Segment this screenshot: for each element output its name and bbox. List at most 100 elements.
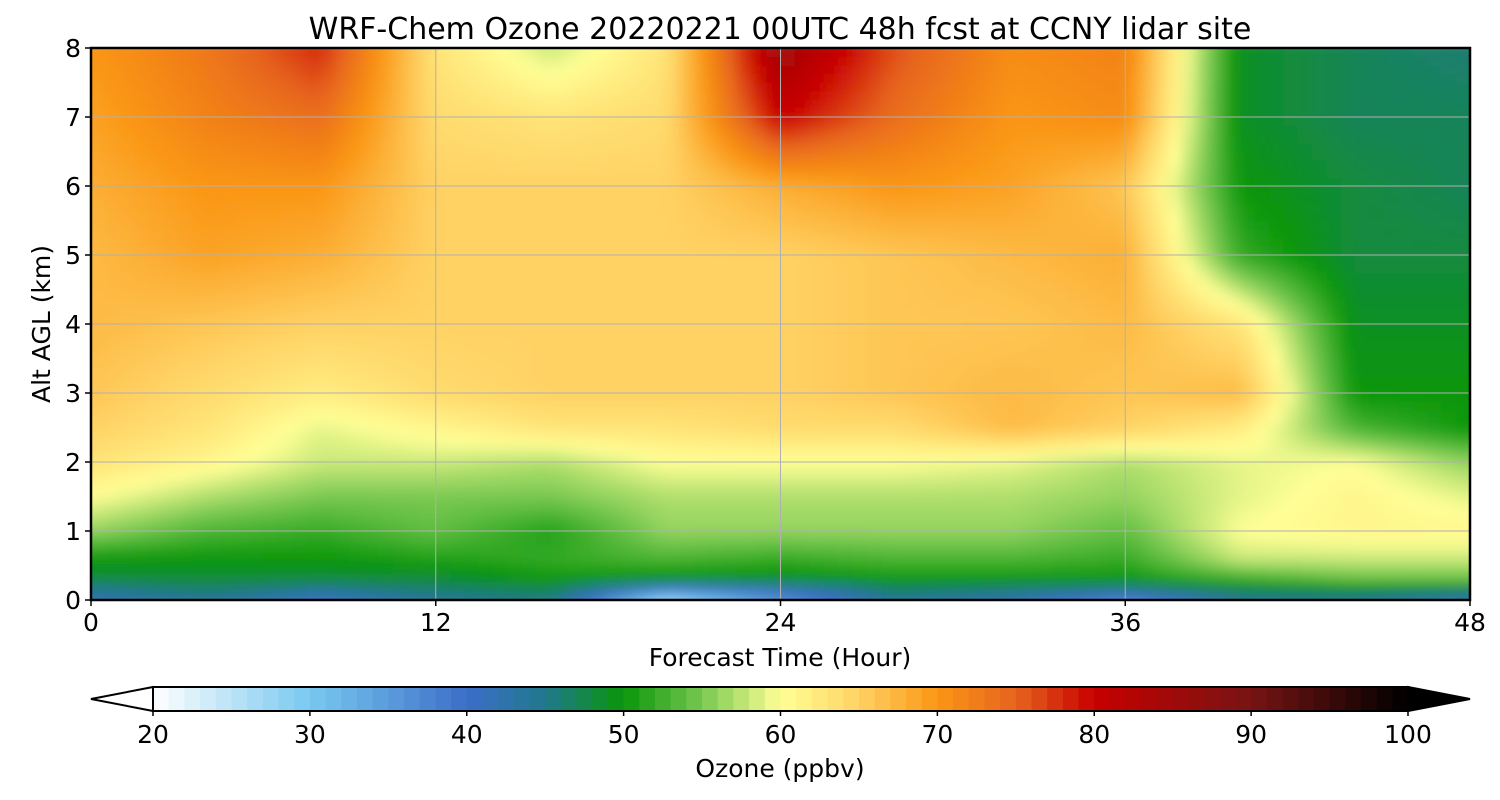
- heatmap-cell: [794, 444, 811, 455]
- heatmap-cell: [909, 255, 925, 265]
- heatmap-cell: [1297, 186, 1313, 196]
- heatmap-cell: [493, 203, 509, 213]
- heatmap-cell: [378, 272, 394, 282]
- heatmap-cell: [579, 496, 595, 506]
- heatmap-cell: [1226, 600, 1241, 609]
- heatmap-cell: [1426, 315, 1443, 325]
- heatmap-cell: [981, 462, 997, 472]
- heatmap-cell: [967, 289, 983, 299]
- heatmap-cell: [148, 272, 164, 282]
- heatmap-cell: [952, 505, 969, 515]
- heatmap-cell: [751, 531, 767, 541]
- heatmap-cell: [794, 220, 811, 230]
- heatmap-cell: [464, 341, 480, 351]
- heatmap-cell: [837, 565, 854, 575]
- heatmap-cell: [1383, 427, 1399, 437]
- heatmap-cell: [1268, 418, 1285, 429]
- heatmap-cell: [392, 289, 408, 299]
- heatmap-cell: [679, 522, 696, 532]
- heatmap-cell: [1039, 522, 1055, 532]
- heatmap-cell: [837, 272, 854, 282]
- heatmap-cell: [837, 186, 854, 196]
- heatmap-cell: [766, 548, 782, 558]
- heatmap-cell: [435, 565, 451, 575]
- heatmap-cell: [148, 470, 164, 481]
- heatmap-cell: [1039, 539, 1055, 550]
- heatmap-cell: [234, 531, 250, 541]
- heatmap-cell: [565, 401, 581, 412]
- heatmap-cell: [177, 246, 193, 256]
- heatmap-cell: [493, 539, 509, 550]
- heatmap-cell: [119, 263, 135, 274]
- heatmap-cell: [852, 341, 868, 351]
- heatmap-cell: [766, 565, 782, 575]
- heatmap-cell: [694, 522, 710, 532]
- heatmap-cell: [507, 393, 523, 403]
- heatmap-cell: [1053, 211, 1069, 222]
- heatmap-cell: [952, 168, 969, 179]
- heatmap-cell: [1096, 229, 1112, 239]
- heatmap-cell: [1082, 470, 1098, 481]
- heatmap-cell: [363, 280, 380, 291]
- heatmap-cell: [651, 496, 667, 506]
- heatmap-cell: [162, 358, 178, 368]
- heatmap-cell: [306, 393, 322, 403]
- heatmap-cell: [1412, 453, 1428, 463]
- heatmap-cell: [1225, 203, 1241, 213]
- heatmap-cell: [105, 393, 121, 403]
- heatmap-cell: [1024, 324, 1040, 334]
- heatmap-cell: [177, 539, 193, 550]
- heatmap-cell: [277, 186, 293, 196]
- heatmap-cell: [1311, 177, 1328, 187]
- heatmap-cell: [881, 410, 897, 420]
- heatmap-cell: [91, 453, 107, 463]
- heatmap-cell: [119, 315, 135, 325]
- heatmap-cell: [1225, 358, 1241, 368]
- heatmap-cell: [550, 582, 566, 593]
- heatmap-cell: [1182, 444, 1198, 455]
- heatmap-cell: [1067, 280, 1083, 291]
- heatmap-cell: [263, 298, 279, 308]
- heatmap-cell: [593, 255, 609, 265]
- heatmap-cell: [1412, 358, 1428, 368]
- heatmap-cell: [105, 306, 121, 317]
- heatmap-cell: [1125, 358, 1141, 368]
- heatmap-cell: [1369, 462, 1385, 472]
- heatmap-cell: [162, 332, 178, 343]
- heatmap-cell: [1053, 186, 1069, 196]
- heatmap-cell: [536, 203, 552, 213]
- heatmap-cell: [794, 367, 811, 377]
- heatmap-cell: [1182, 349, 1198, 360]
- heatmap-cell: [1153, 479, 1170, 489]
- heatmap-cell: [1240, 487, 1256, 498]
- heatmap-cell: [1283, 246, 1299, 256]
- heatmap-cell: [593, 531, 609, 541]
- heatmap-cell: [1125, 211, 1141, 222]
- heatmap-cell: [837, 332, 854, 343]
- heatmap-cell: [162, 220, 178, 230]
- heatmap-cell: [91, 479, 92, 489]
- heatmap-cell: [1297, 298, 1313, 308]
- heatmap-cell: [263, 513, 279, 524]
- heatmap-cell: [852, 237, 868, 248]
- heatmap-cell: [450, 427, 466, 437]
- heatmap-cell: [91, 229, 92, 239]
- heatmap-cell: [694, 470, 710, 481]
- heatmap-cell: [723, 401, 739, 412]
- heatmap-cell: [1398, 272, 1414, 282]
- heatmap-cell: [335, 177, 351, 187]
- heatmap-cell: [148, 220, 164, 230]
- heatmap-cell: [335, 229, 351, 239]
- heatmap-cell: [823, 548, 839, 558]
- heatmap-cell: [119, 513, 135, 524]
- heatmap-cell: [363, 255, 380, 265]
- heatmap-cell: [1039, 306, 1055, 317]
- heatmap-cell: [665, 531, 681, 541]
- heatmap-cell: [435, 505, 451, 515]
- heatmap-cell: [651, 306, 667, 317]
- heatmap-cell: [277, 565, 293, 575]
- heatmap-cell: [1268, 332, 1285, 343]
- heatmap-cell: [507, 556, 523, 567]
- heatmap-cell: [220, 410, 236, 420]
- heatmap-cell: [1311, 513, 1328, 524]
